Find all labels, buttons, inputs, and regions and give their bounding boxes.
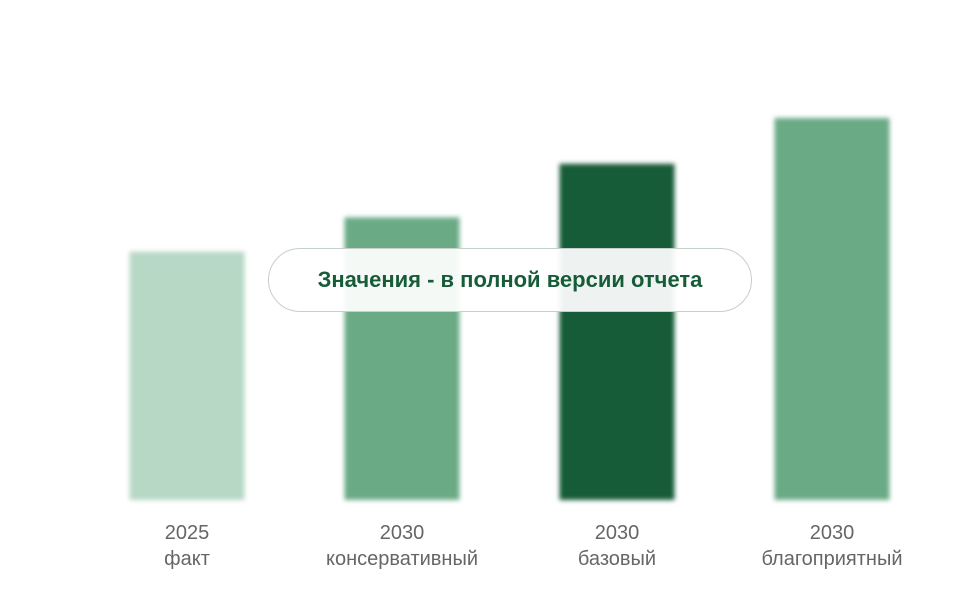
category-label-2-line-1: базовый (578, 548, 656, 570)
category-label-3-line-0: 2030 (810, 522, 855, 544)
category-label-1: 2030 консервативный (326, 522, 478, 570)
category-label-3-line-1: благоприятный (761, 548, 902, 570)
category-label-2-line-0: 2030 (595, 522, 640, 544)
category-label-0: 2025 факт (164, 522, 210, 570)
bar-3 (774, 118, 890, 500)
category-label-0-line-1: факт (164, 548, 210, 570)
category-label-3: 2030 благоприятный (761, 522, 902, 570)
bar-2 (559, 163, 675, 500)
full-report-notice-badge: Значения - в полной версии отчета (268, 248, 752, 312)
category-label-2: 2030 базовый (578, 522, 656, 570)
bar-0 (129, 251, 245, 500)
category-label-0-line-0: 2025 (165, 522, 210, 544)
category-label-1-line-1: консервативный (326, 548, 478, 570)
full-report-notice-text: Значения - в полной версии отчета (317, 267, 703, 292)
category-label-1-line-0: 2030 (380, 522, 425, 544)
